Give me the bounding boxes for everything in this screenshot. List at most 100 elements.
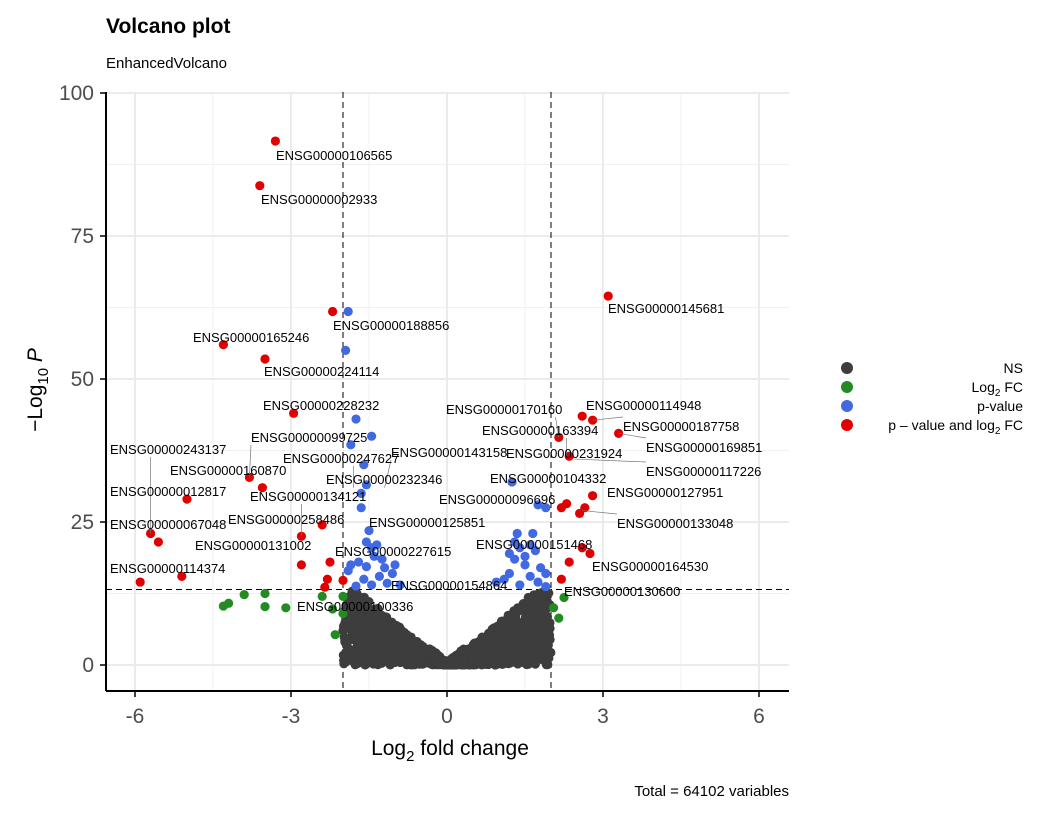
fc-point [260,588,270,599]
y-tick-label: 0 [82,654,94,677]
point-label: ENSG00000125851 [369,515,485,530]
ns-point [371,628,381,638]
chart-subtitle: EnhancedVolcano [106,55,227,72]
p-value-point [374,571,384,581]
ns-point [520,642,530,652]
p-value-point [351,581,361,591]
ns-point [517,602,527,613]
p-value-point [515,543,525,553]
point-label: ENSG00000100336 [297,599,413,614]
ns-point [344,600,355,610]
ns-point [538,620,549,630]
significant-point [564,557,574,567]
point-label: ENSG00000188856 [333,318,449,333]
label-connector [592,416,624,421]
ns-point [365,636,375,647]
point-label: ENSG00000247627 [283,451,399,466]
fc-point [328,604,338,614]
ns-point [457,656,467,667]
fc-point [338,608,348,619]
point-label: ENSG00000145681 [608,301,724,316]
p-value-point [346,440,356,450]
fc-point [554,613,564,623]
ns-point [353,650,363,661]
point-label: ENSG00000170160 [446,402,562,417]
point-label: ENSG00000164530 [592,559,708,574]
point-label: ENSG00000169851 [646,440,762,455]
significant-point [296,560,306,570]
ns-point [388,636,398,646]
fc-point [330,630,340,640]
ns-point [509,633,519,643]
p-value-point [533,500,543,510]
fc-points [218,588,569,640]
ns-point [541,604,552,614]
point-label: ENSG00000127951 [607,485,723,500]
point-label: ENSG00000258486 [228,512,344,527]
ns-point [355,609,365,619]
ns-point [447,656,458,667]
p-value-point [530,546,541,556]
x-tick-label: 6 [753,705,765,728]
significant-point [320,582,330,592]
grid-lines [106,92,789,691]
ns-point [476,657,487,668]
label-connector [249,444,252,478]
x-tick-label: -6 [126,705,145,728]
point-label: ENSG00000114948 [586,398,701,413]
significant-point [554,432,564,442]
x-axis-label: Log2 fold change [371,737,529,765]
y-ticks: 0 25 50 75 100 [59,82,106,677]
p-value-point [361,562,371,572]
fc-point [281,603,291,613]
ns-point [524,599,534,609]
legend-swatch-p [841,400,853,412]
p-value-point [354,557,364,567]
chart-title: Volcano plot [106,15,230,38]
p-value-point [369,551,379,561]
cutoff-lines [106,92,789,691]
label-connector [384,459,392,488]
p-value-point [359,574,369,584]
p-value-point [382,578,392,588]
p-value-point [541,582,551,592]
ns-point [537,592,547,602]
legend-swatch-ns [841,362,853,374]
ns-point [387,625,397,635]
ns-point [364,620,375,630]
point-label: ENSG00000187758 [623,419,739,434]
point-label: ENSG00000163394 [482,423,598,438]
p-value-point [359,460,369,470]
ns-point [488,636,499,647]
significant-point [585,548,595,559]
legend-label-p: p-value [977,398,1023,414]
p-value-point [507,477,517,487]
point-label: ENSG00000143158 [391,445,507,460]
label-connector [582,510,618,515]
point-label: ENSG00000002933 [261,192,377,207]
p-value-point [343,306,353,317]
p-value-point [387,568,397,579]
p-value-point [356,503,366,513]
p-value-point [341,345,351,355]
p-value-point [520,551,530,561]
point-label: ENSG00000160870 [170,463,286,478]
x-tick-label: 0 [441,705,453,728]
p-value-point [367,580,377,590]
p-value-point [395,580,405,590]
label-connector [618,432,647,439]
ns-point [372,639,383,650]
ns-point [517,651,527,661]
p-value-point [499,574,509,584]
chart-caption: Total = 64102 variables [634,783,789,800]
y-tick-label: 100 [59,82,94,105]
point-label: ENSG00000228232 [263,398,379,413]
legend-swatch-both [841,419,853,431]
significant-point [153,537,163,547]
p-value-point [504,548,514,559]
p-value-point [361,480,371,490]
y-tick-label: 50 [71,368,94,391]
label-connector [555,416,560,438]
fc-point [317,591,327,601]
